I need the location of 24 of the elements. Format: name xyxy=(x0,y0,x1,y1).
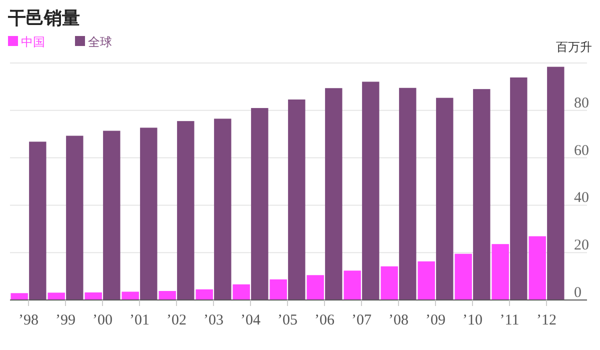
x-tick-label: ’06 xyxy=(314,312,335,329)
x-tick-label: ’11 xyxy=(500,312,520,329)
y-tick-label: 80 xyxy=(574,95,589,112)
y-tick-label: 20 xyxy=(574,238,589,254)
x-tick-label: ’00 xyxy=(92,312,112,329)
chart-title: 干邑销量 xyxy=(7,8,80,29)
x-tick-label: ’98 xyxy=(18,312,38,329)
x-tick-label: ’99 xyxy=(56,312,76,329)
legend-label: 全球 xyxy=(88,35,112,49)
x-tick-label: ’07 xyxy=(352,312,372,329)
x-tick-label: ’05 xyxy=(278,312,298,329)
y-tick-label: 40 xyxy=(574,190,589,206)
x-tick-label: ’03 xyxy=(204,312,224,329)
y-axis-title: 百万升 xyxy=(556,40,592,54)
x-tick-label: ’10 xyxy=(462,312,482,329)
x-tick-label: ’02 xyxy=(166,312,186,329)
legend-label: 中国 xyxy=(21,35,45,49)
y-tick-label: 0 xyxy=(574,285,582,301)
x-tick-label: ’09 xyxy=(426,312,446,329)
x-tick-label: ’04 xyxy=(240,312,261,329)
x-tick-label: ’12 xyxy=(536,312,556,329)
x-tick-label: ’01 xyxy=(130,312,150,329)
y-tick-label: 60 xyxy=(574,142,589,159)
x-tick-label: ’08 xyxy=(388,312,408,329)
